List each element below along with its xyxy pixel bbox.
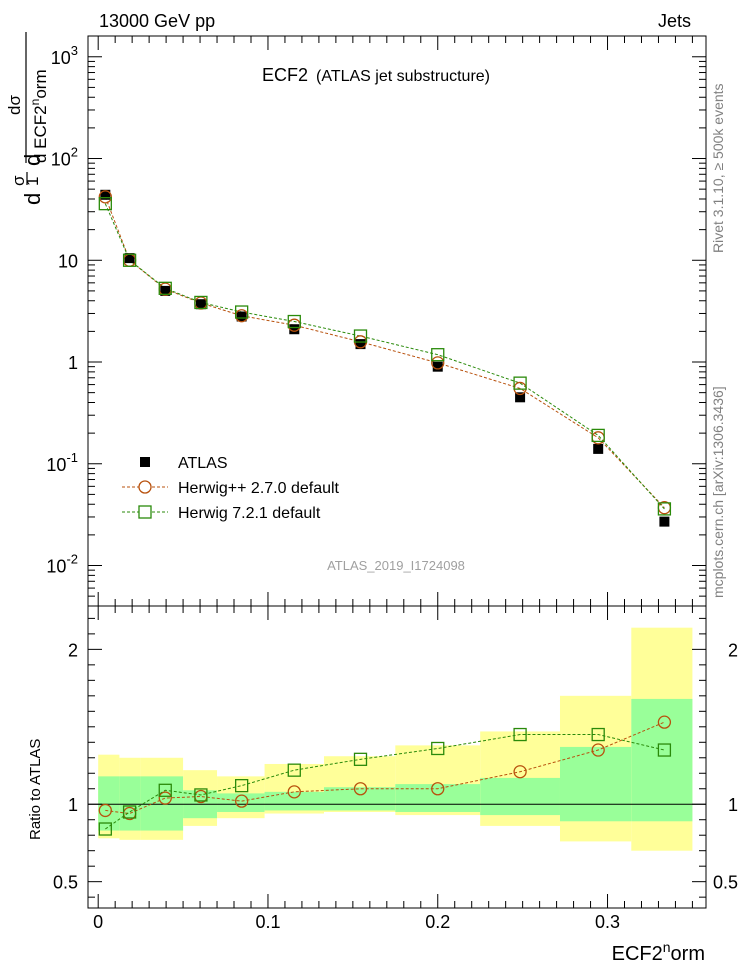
ratio-point-herwig7 bbox=[194, 788, 208, 802]
ratio-y-tick-label: 2 bbox=[68, 640, 78, 660]
data-point-atlas bbox=[160, 285, 171, 296]
rivet-label: Rivet 3.1.10, ≥ 500k events bbox=[710, 83, 726, 253]
band-inner bbox=[119, 776, 141, 831]
ratio-point-herwig7 bbox=[98, 822, 112, 836]
ratio-point-herwig7 bbox=[158, 783, 172, 797]
legend-label: Herwig 7.2.1 default bbox=[178, 505, 321, 522]
series-layer bbox=[98, 189, 672, 836]
data-point-herwigpp bbox=[98, 190, 112, 204]
ratio-point-herwig7 bbox=[122, 805, 137, 819]
header-left: 13000 GeV pp bbox=[99, 11, 215, 31]
data-point-atlas bbox=[195, 299, 206, 310]
legend-marker-herwig7 bbox=[138, 505, 152, 519]
ratio-y-tick-label-right: 0.5 bbox=[713, 873, 738, 893]
data-point-atlas bbox=[515, 392, 526, 403]
ratio-point-herwig7 bbox=[235, 779, 249, 793]
data-point-herwig7 bbox=[194, 295, 208, 310]
y-tick-label: 10-2 bbox=[46, 552, 78, 577]
ratio-point-herwigpp bbox=[158, 791, 172, 805]
ratio-point-herwig7 bbox=[287, 763, 301, 777]
data-point-atlas bbox=[355, 339, 366, 350]
ratio-bands-layer bbox=[88, 627, 706, 851]
y-tick-label: 102 bbox=[51, 145, 78, 170]
data-point-herwigpp bbox=[431, 356, 445, 370]
ratio-point-herwig7 bbox=[431, 741, 445, 756]
ratio-line-herwigpp bbox=[105, 721, 665, 815]
ratio-line-herwig7 bbox=[105, 734, 665, 830]
ratio-y-tick-label: 1 bbox=[68, 795, 78, 815]
chart-title-name: ECF2 bbox=[262, 65, 308, 85]
main-line-herwig7 bbox=[104, 203, 665, 510]
ylabel-d: d bbox=[20, 193, 45, 205]
xlabel: ECF2norm bbox=[612, 939, 705, 965]
data-point-atlas bbox=[659, 516, 670, 527]
ratio-point-herwigpp bbox=[657, 715, 672, 729]
data-point-herwig7 bbox=[158, 281, 172, 295]
data-point-atlas bbox=[124, 253, 135, 264]
data-point-herwig7 bbox=[287, 314, 301, 329]
band-inner bbox=[323, 787, 396, 811]
x-tick-label: 0.2 bbox=[425, 912, 450, 932]
ratio-point-herwigpp bbox=[513, 765, 527, 779]
data-point-herwig7 bbox=[98, 197, 112, 211]
y-tick-label: 1 bbox=[68, 353, 78, 373]
band-inner bbox=[98, 776, 120, 831]
legend-marker-atlas bbox=[140, 457, 150, 467]
band-inner bbox=[480, 777, 560, 816]
ylabel-one: 1 bbox=[23, 177, 42, 186]
mcplots-label: mcplots.cern.ch [arXiv:1306.3436] bbox=[710, 386, 726, 598]
ratio-point-herwigpp bbox=[235, 794, 249, 808]
x-tick-label: 0.1 bbox=[255, 912, 280, 932]
ratio-point-herwig7 bbox=[513, 727, 527, 742]
band-inner bbox=[217, 793, 265, 812]
band-inner bbox=[264, 791, 324, 811]
y-tick-label: 10-1 bbox=[46, 450, 78, 475]
data-point-atlas bbox=[432, 361, 443, 372]
ratio-point-herwig7 bbox=[657, 743, 672, 757]
x-tick-label: 0 bbox=[93, 912, 103, 932]
ylabel-dsigma: dσ bbox=[5, 95, 24, 115]
ratio-point-herwigpp bbox=[431, 782, 445, 796]
band-inner bbox=[559, 746, 632, 822]
data-point-atlas bbox=[236, 311, 247, 322]
data-point-atlas bbox=[289, 324, 300, 335]
ratio-panel-frame bbox=[87, 605, 707, 909]
ratio-point-herwigpp bbox=[353, 782, 368, 796]
x-tick-label: 0.3 bbox=[595, 912, 620, 932]
data-point-herwig7 bbox=[353, 329, 368, 343]
header-right: Jets bbox=[658, 11, 691, 31]
band-inner bbox=[631, 698, 693, 822]
ratio-point-herwig7 bbox=[591, 727, 605, 742]
y-tick-label: 103 bbox=[51, 43, 78, 68]
ratio-point-herwigpp bbox=[591, 743, 605, 757]
data-point-herwig7 bbox=[122, 253, 137, 267]
ratio-y-tick-label-right: 2 bbox=[728, 640, 738, 660]
chart-title-subtitle: (ATLAS jet substructure) bbox=[316, 68, 490, 85]
legend: ATLAS Herwig++ 2.7.0 default Herwig 7.2.1 … bbox=[122, 455, 340, 522]
ratio-y-tick-label-right: 1 bbox=[728, 795, 738, 815]
ratio-point-herwigpp bbox=[287, 785, 301, 799]
ylabel-sigma-1: σ bbox=[9, 175, 28, 186]
data-point-herwig7 bbox=[431, 348, 445, 362]
main-ylabel: d 1 σ d dσ d ECF2norm bbox=[5, 32, 50, 205]
data-point-herwig7 bbox=[591, 428, 605, 443]
ratio-point-herwigpp bbox=[98, 803, 112, 818]
y-tick-label: 10 bbox=[58, 251, 78, 271]
ratio-ylabel: Ratio to ATLAS bbox=[27, 739, 44, 840]
data-point-herwig7 bbox=[657, 502, 672, 516]
data-point-atlas bbox=[100, 189, 111, 200]
legend-label: Herwig++ 2.7.0 default bbox=[178, 480, 340, 497]
data-point-atlas bbox=[593, 443, 604, 454]
legend-label: ATLAS bbox=[178, 455, 228, 472]
analysis-id: ATLAS_2019_I1724098 bbox=[327, 558, 465, 573]
data-point-herwig7 bbox=[513, 376, 527, 390]
ratio-point-herwig7 bbox=[353, 752, 368, 766]
axes-layer: 10-2 10-1 1 10 102 103 0 0.1 0.2 0.3 0.5 0.5 1 1 2 2 bbox=[46, 36, 738, 932]
data-point-herwig7 bbox=[235, 305, 249, 319]
ylabel-decf: d ECF2norm bbox=[28, 69, 50, 163]
chart-title: ECF2 (ATLAS jet substructure) bbox=[262, 65, 490, 85]
legend-marker-herwigpp bbox=[138, 480, 152, 494]
ratio-y-tick-label: 0.5 bbox=[53, 873, 78, 893]
